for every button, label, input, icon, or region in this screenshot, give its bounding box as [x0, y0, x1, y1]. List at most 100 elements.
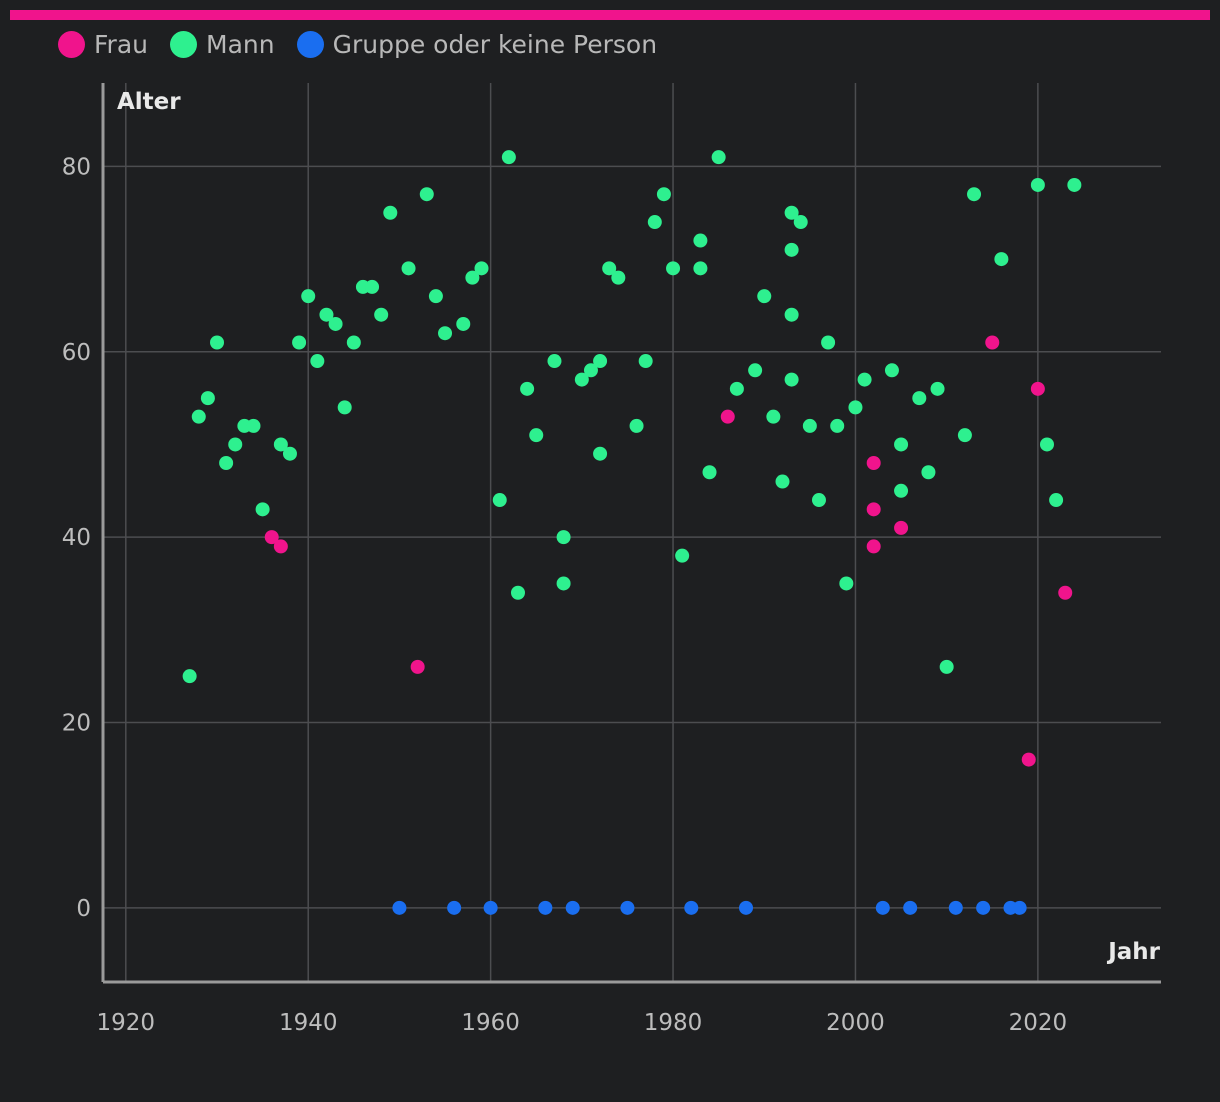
point-mann [647, 215, 662, 230]
point-gruppe [392, 900, 407, 915]
point-mann [802, 418, 817, 433]
point-gruppe [875, 900, 890, 915]
point-mann [465, 270, 480, 285]
x-tick-label: 1940 [279, 1010, 338, 1036]
point-mann [693, 261, 708, 276]
point-mann [310, 354, 325, 369]
x-tick-label: 1960 [461, 1010, 520, 1036]
point-frau [264, 530, 279, 545]
point-mann [246, 418, 261, 433]
point-mann [428, 289, 443, 304]
point-mann [456, 316, 471, 331]
point-gruppe [976, 900, 991, 915]
legend-label-gruppe: Gruppe oder keine Person [332, 29, 658, 59]
point-mann [547, 354, 562, 369]
x-tick-label: 1980 [644, 1010, 703, 1036]
point-mann [510, 585, 525, 600]
point-mann [784, 372, 799, 387]
point-gruppe [565, 900, 580, 915]
point-mann [848, 400, 863, 415]
point-mann [529, 428, 544, 443]
y-tick-label: 60 [62, 340, 91, 366]
point-mann [191, 409, 206, 424]
point-gruppe [948, 900, 963, 915]
point-mann [319, 307, 334, 322]
data-points [182, 150, 1082, 915]
point-mann [1049, 493, 1064, 508]
point-mann [346, 335, 361, 350]
x-tick-label: 2020 [1009, 1010, 1068, 1036]
y-tick-label: 40 [62, 525, 91, 551]
legend-item-mann[interactable]: Mann [170, 30, 275, 59]
point-mann [1039, 437, 1054, 452]
point-mann [766, 409, 781, 424]
point-mann [793, 215, 808, 230]
point-mann [556, 576, 571, 591]
x-tick-label: 1920 [97, 1010, 156, 1036]
point-mann [365, 279, 380, 294]
point-mann [629, 418, 644, 433]
legend-label-frau: Frau [94, 29, 149, 59]
point-mann [337, 400, 352, 415]
legend-item-frau[interactable]: Frau [58, 30, 148, 59]
point-mann [583, 363, 598, 378]
point-mann [656, 187, 671, 202]
point-frau [410, 659, 425, 674]
point-frau [1030, 381, 1045, 396]
point-mann [967, 187, 982, 202]
point-mann [282, 446, 297, 461]
point-frau [894, 520, 909, 535]
point-mann [383, 205, 398, 220]
point-frau [866, 539, 881, 554]
point-mann [501, 150, 516, 165]
point-mann [757, 289, 772, 304]
point-mann [419, 187, 434, 202]
point-mann [474, 261, 489, 276]
y-axis-title: Alter [117, 89, 181, 115]
point-mann [492, 493, 507, 508]
point-mann [328, 316, 343, 331]
y-tick-label: 20 [62, 710, 91, 736]
point-mann [593, 446, 608, 461]
legend-label-mann: Mann [206, 29, 275, 59]
point-mann [939, 659, 954, 674]
point-mann [611, 270, 626, 285]
point-gruppe [739, 900, 754, 915]
point-mann [200, 391, 215, 406]
point-frau [273, 539, 288, 554]
legend-dot-frau [58, 30, 85, 58]
point-mann [702, 465, 717, 480]
legend-item-gruppe[interactable]: Gruppe oder keine Person [296, 29, 658, 59]
x-axis-title: Jahr [1106, 939, 1160, 965]
tick-labels: 1920 1940 1960 1980 2000 2020 0 20 40 60 80 [62, 154, 1067, 1036]
point-mann [593, 354, 608, 369]
point-mann [921, 465, 936, 480]
point-mann [775, 474, 790, 489]
point-gruppe [483, 900, 498, 915]
point-frau [720, 409, 735, 424]
point-gruppe [538, 900, 553, 915]
point-gruppe [447, 900, 462, 915]
point-mann [811, 493, 826, 508]
point-mann [784, 205, 799, 220]
point-mann [1067, 177, 1082, 192]
point-mann [1030, 177, 1045, 192]
point-gruppe [903, 900, 918, 915]
point-mann [930, 381, 945, 396]
point-mann [957, 428, 972, 443]
point-mann [228, 437, 243, 452]
legend-dot-gruppe [296, 30, 324, 58]
point-mann [675, 548, 690, 563]
point-mann [884, 363, 899, 378]
point-mann [292, 335, 307, 350]
point-mann [784, 307, 799, 322]
legend: Frau Mann Gruppe oder keine Person [58, 26, 657, 62]
x-tick-label: 2000 [826, 1010, 885, 1036]
point-frau [866, 455, 881, 470]
point-mann [602, 261, 617, 276]
point-mann [748, 363, 763, 378]
grid [103, 83, 1161, 982]
point-frau [985, 335, 1000, 350]
point-mann [438, 326, 453, 341]
